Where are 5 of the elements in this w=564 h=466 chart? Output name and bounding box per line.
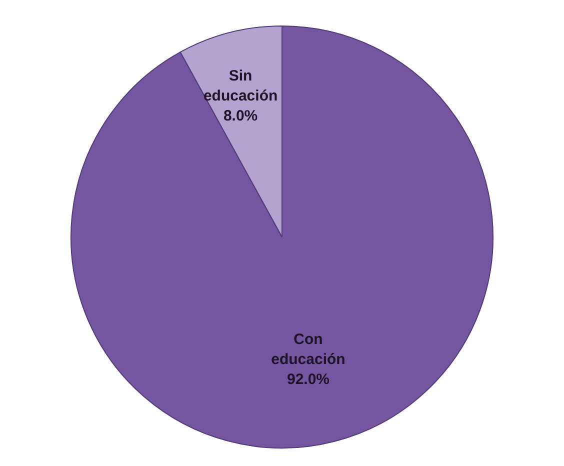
data-label: 8.0% xyxy=(223,108,258,125)
data-label: 92.0% xyxy=(286,371,330,388)
slice-label: Con educación xyxy=(271,331,346,368)
slice-label: Sin educación xyxy=(203,68,278,105)
pie-slice xyxy=(70,26,494,448)
